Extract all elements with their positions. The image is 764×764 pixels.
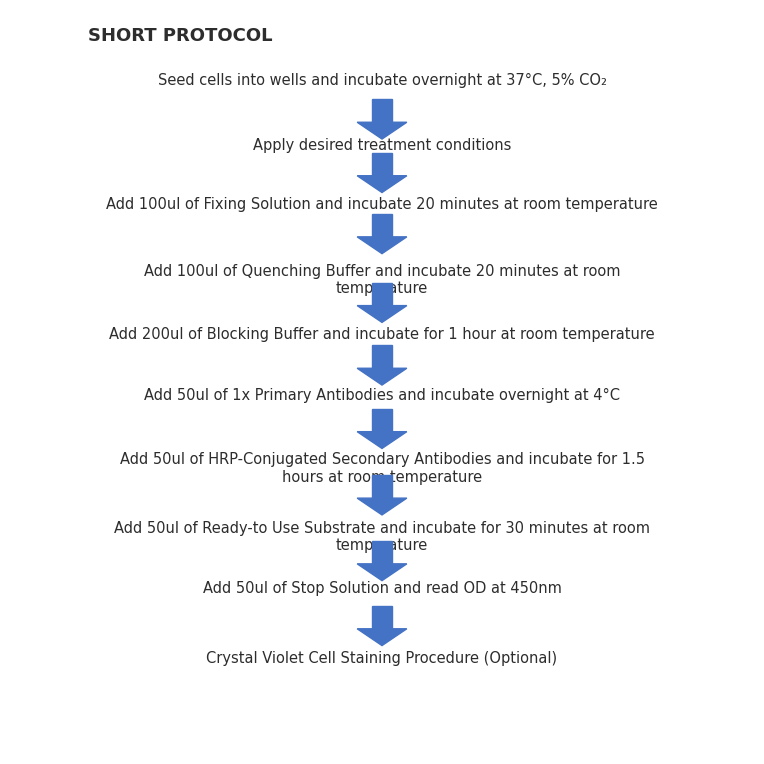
Text: Apply desired treatment conditions: Apply desired treatment conditions xyxy=(253,138,511,153)
Text: Seed cells into wells and incubate overnight at 37°C, 5% CO₂: Seed cells into wells and incubate overn… xyxy=(157,73,607,88)
Polygon shape xyxy=(358,306,406,322)
Bar xyxy=(372,99,392,122)
Polygon shape xyxy=(358,564,406,581)
Polygon shape xyxy=(358,122,406,139)
Bar xyxy=(372,214,392,237)
Bar xyxy=(372,283,392,306)
Polygon shape xyxy=(358,432,406,448)
Bar xyxy=(372,606,392,629)
Text: Crystal Violet Cell Staining Procedure (Optional): Crystal Violet Cell Staining Procedure (… xyxy=(206,651,558,666)
Polygon shape xyxy=(358,368,406,385)
Bar xyxy=(372,541,392,564)
Text: Add 200ul of Blocking Buffer and incubate for 1 hour at room temperature: Add 200ul of Blocking Buffer and incubat… xyxy=(109,327,655,342)
Text: Add 100ul of Quenching Buffer and incubate 20 minutes at room
temperature: Add 100ul of Quenching Buffer and incuba… xyxy=(144,264,620,296)
Text: Add 50ul of 1x Primary Antibodies and incubate overnight at 4°C: Add 50ul of 1x Primary Antibodies and in… xyxy=(144,388,620,403)
Text: SHORT PROTOCOL: SHORT PROTOCOL xyxy=(88,27,272,45)
Text: Add 50ul of Stop Solution and read OD at 450nm: Add 50ul of Stop Solution and read OD at… xyxy=(202,581,562,596)
Text: Add 100ul of Fixing Solution and incubate 20 minutes at room temperature: Add 100ul of Fixing Solution and incubat… xyxy=(106,197,658,212)
Polygon shape xyxy=(358,629,406,646)
Text: Add 50ul of HRP-Conjugated Secondary Antibodies and incubate for 1.5
hours at ro: Add 50ul of HRP-Conjugated Secondary Ant… xyxy=(119,452,645,484)
Bar xyxy=(372,153,392,176)
Polygon shape xyxy=(358,237,406,254)
Text: Add 50ul of Ready-to Use Substrate and incubate for 30 minutes at room
temperatu: Add 50ul of Ready-to Use Substrate and i… xyxy=(114,521,650,553)
Polygon shape xyxy=(358,498,406,515)
Polygon shape xyxy=(358,176,406,193)
Bar xyxy=(372,345,392,368)
Bar xyxy=(372,409,392,432)
Bar xyxy=(372,475,392,498)
